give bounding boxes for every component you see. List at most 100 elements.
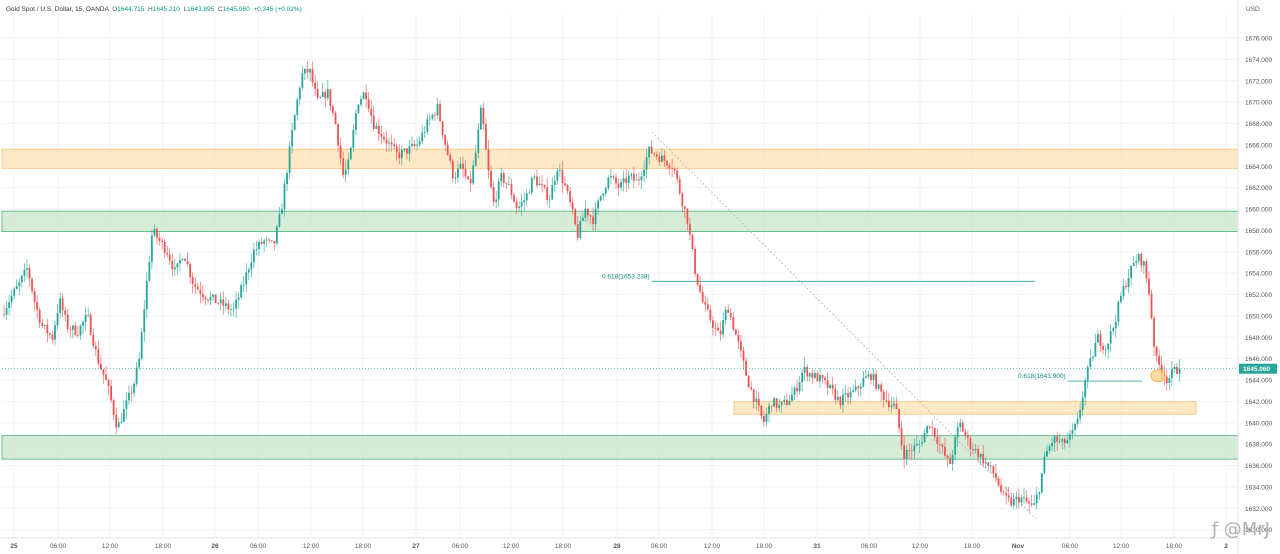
candle-body	[207, 299, 209, 301]
candle-body	[1097, 334, 1099, 343]
candle-body	[1012, 498, 1015, 506]
candle-body	[877, 384, 880, 389]
y-tick-label: 1636.000	[1245, 463, 1272, 470]
candle-body	[105, 374, 107, 381]
candle-body	[579, 221, 582, 238]
candle-body	[612, 176, 615, 178]
x-tick-label: 25	[10, 543, 18, 550]
candle-body	[620, 182, 622, 188]
candle-body	[808, 373, 811, 377]
candle-body	[964, 431, 967, 436]
candle-body	[658, 156, 661, 162]
candle-body	[1015, 496, 1018, 499]
candle-body	[523, 200, 526, 203]
candle-body	[314, 82, 316, 89]
candle-body	[334, 112, 337, 125]
candle-body	[148, 261, 151, 281]
candle-body	[1107, 343, 1110, 350]
candle-body	[729, 312, 732, 317]
candle-body	[936, 437, 939, 445]
candle-body	[987, 462, 990, 467]
candle-body	[564, 183, 566, 186]
candle-body	[885, 399, 888, 401]
candle-body	[673, 168, 676, 171]
candle-body	[870, 374, 872, 380]
candle-body	[816, 373, 819, 382]
candle-body	[559, 170, 561, 171]
candle-body	[1086, 367, 1089, 381]
x-tick-label: 18:00	[1166, 543, 1183, 550]
candle-body	[411, 144, 413, 146]
candle-body	[632, 174, 635, 181]
candle-body	[635, 179, 638, 181]
candle-body	[176, 263, 179, 268]
change-value: +0.345 (+0.02%)	[253, 6, 302, 13]
candle-body	[862, 378, 865, 387]
candle-body	[719, 330, 722, 335]
candle-body	[1063, 438, 1066, 444]
candle-body	[678, 179, 681, 194]
candle-body	[100, 363, 102, 370]
candle-body	[1038, 492, 1041, 495]
x-tick-label: 18:00	[155, 543, 172, 550]
candle-body	[755, 398, 758, 402]
candle-body	[645, 157, 648, 170]
candle-body	[20, 275, 23, 283]
candle-body	[1114, 321, 1117, 329]
candle-body	[1120, 295, 1122, 302]
candle-body	[393, 144, 396, 147]
candle-body	[916, 443, 918, 446]
candle-body	[625, 178, 628, 184]
candle-body	[13, 289, 16, 296]
candle-body	[663, 155, 666, 161]
candle-body	[1173, 367, 1176, 370]
candle-body	[989, 465, 992, 467]
candle-body	[760, 405, 763, 416]
candle-body	[56, 312, 59, 326]
candle-body	[1140, 254, 1143, 266]
candle-body	[903, 445, 906, 460]
time-axis[interactable]: 25 06:00 12:00 18:00 26 06:00 12:00 18:00 27 06:0…	[0, 537, 1238, 550]
candle-body	[699, 284, 702, 292]
candle-body	[913, 445, 916, 452]
candle-body	[551, 184, 554, 200]
candle-body	[31, 278, 33, 292]
candle-body	[1158, 355, 1161, 365]
candle-body	[671, 168, 673, 170]
candle-body	[59, 298, 61, 313]
candle-body	[122, 409, 125, 422]
candle-body	[553, 180, 556, 185]
candle-body	[477, 129, 480, 153]
candle-body	[306, 68, 309, 73]
candle-body	[247, 269, 250, 273]
candle-body	[1165, 376, 1168, 383]
candle-body	[168, 254, 171, 261]
candle-body	[286, 172, 288, 185]
candle-body	[181, 259, 184, 261]
candle-body	[834, 388, 837, 400]
candle-body	[798, 382, 801, 392]
candle-body	[492, 186, 495, 202]
candle-body	[179, 260, 181, 264]
candle-body	[979, 453, 982, 458]
candle-body	[1122, 286, 1125, 296]
candle-body	[801, 372, 804, 383]
candle-body	[1155, 346, 1158, 356]
candle-body	[38, 309, 41, 323]
candle-body	[811, 373, 814, 378]
candle-body	[428, 118, 431, 120]
candle-body	[431, 114, 434, 119]
candle-body	[74, 325, 77, 336]
candle-body	[872, 373, 875, 380]
candle-body	[867, 374, 870, 377]
candle-body	[602, 193, 605, 196]
candle-body	[273, 241, 276, 244]
candle-body	[467, 176, 469, 179]
candle-body	[1178, 368, 1181, 374]
x-tick-label: 12:00	[303, 543, 320, 550]
candle-body	[533, 176, 536, 178]
candle-body	[607, 177, 610, 189]
x-tick-label: 06:00	[452, 543, 469, 550]
